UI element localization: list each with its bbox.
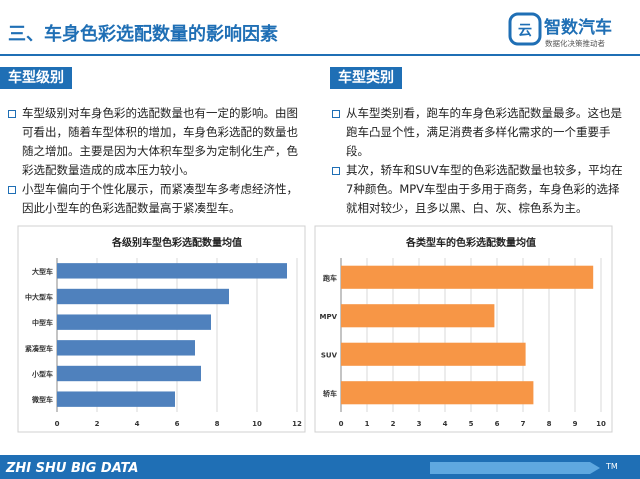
x-tick-label: 3 (417, 420, 422, 428)
x-tick-label: 9 (573, 420, 578, 428)
x-tick-label: 10 (252, 420, 262, 428)
x-tick-label: 0 (55, 420, 60, 428)
y-tick-label: SUV (321, 351, 338, 359)
y-tick-label: 微型车 (31, 395, 53, 404)
logo-icon (508, 12, 542, 46)
bar (341, 304, 495, 328)
section-label: 车型级别 (0, 67, 72, 89)
footer-mark: TM (605, 462, 618, 471)
x-tick-label: 5 (469, 420, 474, 428)
y-tick-label: 紧凑型车 (25, 344, 53, 353)
bar (341, 265, 594, 289)
x-tick-label: 6 (495, 420, 500, 428)
y-tick-label: 中型车 (32, 318, 53, 327)
x-tick-label: 2 (391, 420, 396, 428)
section-label: 车型类别 (330, 67, 402, 89)
y-tick-label: 大型车 (32, 267, 53, 276)
bullet: 小型车偏向于个性化展示，而紧凑型车多考虑经济性，因此小型车的色彩选配数量高于紧凑… (6, 180, 298, 218)
bullet: 从车型类别看，跑车的车身色彩选配数量最多。这也是跑车凸显个性，满足消费者多样化需… (330, 104, 626, 161)
footer-text: ZHI SHU BIG DATA (5, 461, 138, 476)
x-tick-label: 2 (95, 420, 100, 428)
y-tick-label: 轿车 (323, 389, 337, 398)
x-tick-label: 8 (547, 420, 552, 428)
y-tick-label: 中大型车 (25, 293, 53, 302)
bullet-list: 从车型类别看，跑车的车身色彩选配数量最多。这也是跑车凸显个性，满足消费者多样化需… (330, 104, 626, 218)
x-tick-label: 7 (521, 420, 526, 428)
x-tick-label: 4 (135, 420, 140, 428)
bullet: 其次，轿车和SUV车型的色彩选配数量也较多，平均在7种颜色。MPV车型由于多用于… (330, 161, 626, 218)
bar (57, 314, 211, 330)
logo: 云 智数汽车 数据化决策推动者 (508, 12, 612, 48)
bar (341, 381, 534, 405)
x-tick-label: 8 (215, 420, 220, 428)
x-tick-label: 12 (292, 420, 302, 428)
x-tick-label: 0 (339, 420, 344, 428)
header-rule (0, 54, 640, 56)
bar (57, 340, 195, 356)
y-tick-label: 跑车 (323, 273, 337, 282)
logo-glyph: 云 (518, 23, 532, 39)
bar (57, 288, 229, 305)
chart-title: 各类型车的色彩选配数量均值 (405, 236, 536, 249)
x-tick-label: 1 (365, 420, 370, 428)
bar (57, 391, 175, 407)
y-tick-label: MPV (319, 313, 337, 321)
bar (341, 342, 526, 366)
bar (57, 263, 287, 279)
chart-title: 各级别车型色彩选配数量均值 (111, 236, 242, 249)
bullet-list: 车型级别对车身色彩的选配数量也有一定的影响。由图可看出，随着车型体积的增加，车身… (6, 104, 298, 218)
x-tick-label: 4 (443, 420, 448, 428)
bar (57, 365, 201, 382)
slide-title: 三、车身色彩选配数量的影响因素 (8, 24, 278, 45)
footer-arrow (430, 462, 600, 474)
x-tick-label: 6 (175, 420, 180, 428)
x-tick-label: 10 (596, 420, 606, 428)
logo-slogan: 数据化决策推动者 (545, 38, 605, 48)
logo-name: 智数汽车 (544, 17, 612, 38)
bullet: 车型级别对车身色彩的选配数量也有一定的影响。由图可看出，随着车型体积的增加，车身… (6, 104, 298, 180)
y-tick-label: 小型车 (31, 370, 53, 379)
